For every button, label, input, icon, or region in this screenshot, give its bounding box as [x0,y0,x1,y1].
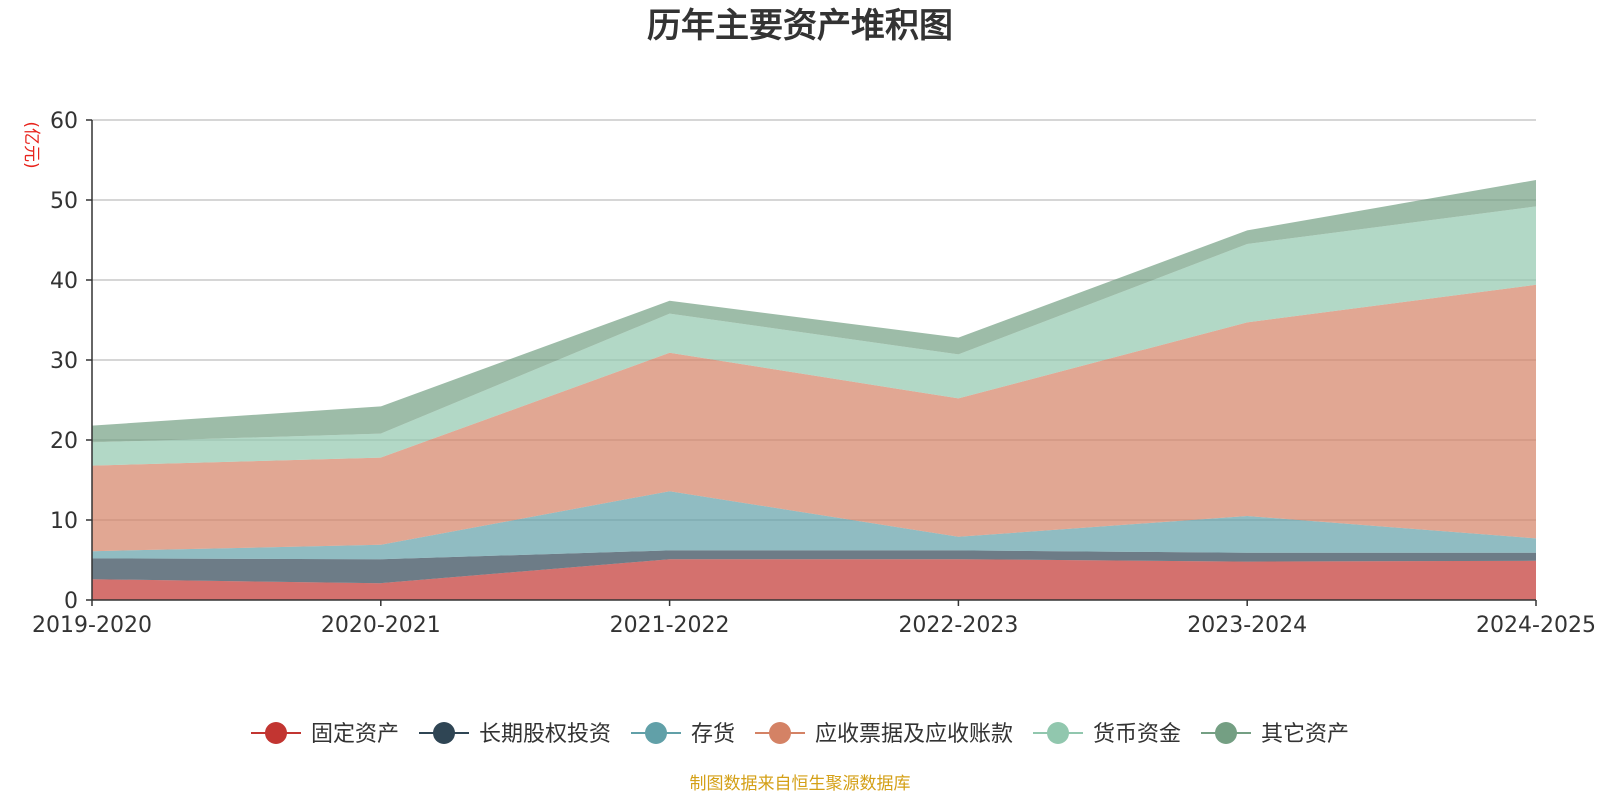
y-tick-label-60: 60 [50,109,78,134]
y-tick-label-30: 30 [50,349,78,374]
chart-title: 历年主要资产堆积图 [647,6,953,46]
legend-symbol-dot [1215,722,1237,744]
legend-symbol-dot [265,722,287,744]
legend-symbol-dot [769,722,791,744]
legend-label: 长期股权投资 [479,722,611,747]
legend-symbol-dot [433,722,455,744]
legend-label: 货币资金 [1093,722,1181,747]
legend-item-5[interactable]: 其它资产 [1201,722,1349,747]
legend-label: 应收票据及应收账款 [815,722,1013,747]
legend-item-0[interactable]: 固定资产 [251,722,399,747]
area-series-3 [92,284,1536,552]
legend-symbol-dot [645,722,667,744]
y-tick-label-20: 20 [50,429,78,454]
legend: 固定资产 长期股权投资 存货 应收票据及应收账款 货币资金 其它资产 [251,722,1349,747]
area-series-5 [92,180,1536,443]
x-tick-label-0: 2019-2020 [32,613,152,638]
legend-symbol-dot [1047,722,1069,744]
x-tick-label-5: 2024-2025 [1476,613,1596,638]
x-tick-label-3: 2022-2023 [898,613,1018,638]
area-series-0 [92,559,1536,600]
y-tick-label-10: 10 [50,509,78,534]
legend-item-3[interactable]: 应收票据及应收账款 [755,722,1013,747]
legend-label: 存货 [691,722,735,747]
legend-item-4[interactable]: 货币资金 [1033,722,1181,747]
legend-item-1[interactable]: 长期股权投资 [419,722,611,747]
data-source-note: 制图数据来自恒生聚源数据库 [690,774,911,794]
area-series-layer [92,180,1536,600]
axes: 0 10 20 30 40 50 60 2019-2020 2020-2021 2021-2022… [32,109,1596,638]
legend-label: 固定资产 [311,722,399,747]
legend-item-2[interactable]: 存货 [631,722,735,747]
area-series-1 [92,550,1536,584]
legend-label: 其它资产 [1261,722,1349,747]
y-tick-label-40: 40 [50,269,78,294]
y-tick-label-50: 50 [50,189,78,214]
x-tick-label-2: 2021-2022 [610,613,730,638]
area-series-2 [92,491,1536,560]
y-axis-unit-label: (亿元) [21,121,41,168]
area-series-4 [92,206,1536,466]
x-tick-label-1: 2020-2021 [321,613,441,638]
y-tick-label-0: 0 [64,589,78,614]
x-tick-label-4: 2023-2024 [1187,613,1307,638]
